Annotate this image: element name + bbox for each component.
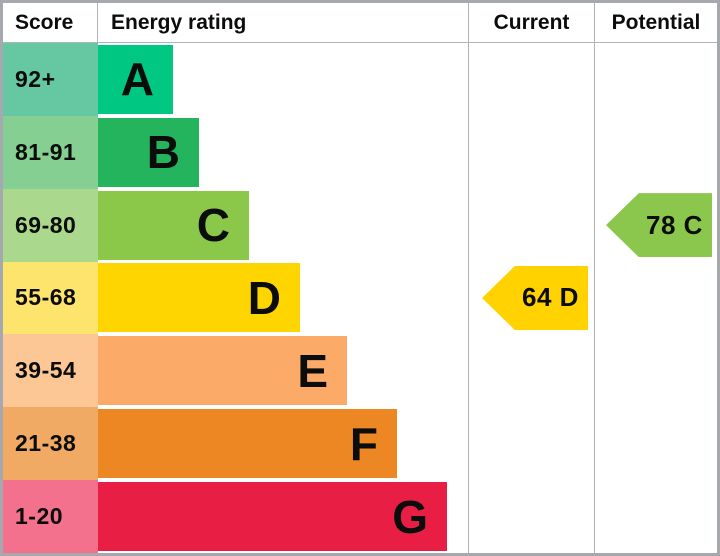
score-range-g: 1-20 [3,480,98,553]
band-letter-c: C [196,199,230,252]
current-cell-g [468,480,594,553]
energy-cell-d: D [98,262,468,335]
score-range-e: 39-54 [3,334,98,408]
band-letter-e: E [297,344,328,397]
band-letter-f: F [349,417,378,470]
current-cell-c [468,188,594,262]
current-cell-e [468,334,594,408]
potential-cell-e [594,334,717,408]
band-bar-a: A [98,44,173,114]
header-score: Score [3,3,98,43]
band-letter-a: A [120,53,154,106]
current-cell-d: 64 D [468,261,594,335]
score-range-c: 69-80 [3,188,98,262]
potential-cell-f [594,407,717,481]
energy-cell-f: F [98,407,468,480]
energy-cell-g: G [98,480,468,553]
band-bar-c: C [98,190,249,260]
current-rating-arrow: 64 D [482,265,588,330]
current-cell-b [468,115,594,189]
score-range-f: 21-38 [3,407,98,481]
header-current: Current [468,3,594,43]
header-potential: Potential [594,3,717,43]
score-range-d: 55-68 [3,261,98,335]
potential-cell-a [594,43,717,116]
potential-rating-arrow: 78 C [606,193,712,258]
band-letter-b: B [146,126,180,179]
potential-cell-c: 78 C [594,188,717,262]
header-energy-rating: Energy rating [98,3,468,43]
potential-cell-b [594,115,717,189]
current-cell-f [468,407,594,481]
band-bar-d: D [98,263,300,333]
band-bar-e: E [98,336,347,406]
energy-cell-a: A [98,43,468,116]
energy-cell-e: E [98,334,468,407]
band-letter-d: D [247,271,281,324]
score-range-a: 92+ [3,43,98,116]
band-bar-g: G [98,482,447,552]
score-range-b: 81-91 [3,115,98,189]
potential-cell-d [594,261,717,335]
energy-cell-b: B [98,116,468,189]
current-rating-label: 64 D [522,282,579,313]
current-cell-a [468,43,594,116]
band-bar-f: F [98,409,397,479]
band-letter-g: G [392,490,428,543]
energy-cell-c: C [98,189,468,262]
band-bar-b: B [98,117,199,187]
potential-rating-label: 78 C [646,209,703,240]
potential-cell-g [594,480,717,553]
